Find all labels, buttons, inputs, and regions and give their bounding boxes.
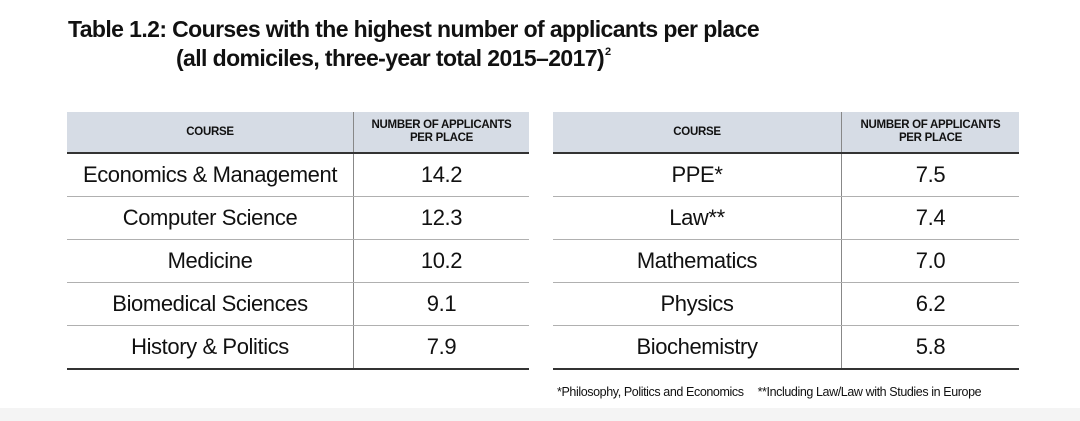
table-header-row: COURSE NUMBER OF APPLICANTS PER PLACE bbox=[67, 112, 529, 154]
table-row: Biomedical Sciences 9.1 bbox=[67, 282, 529, 326]
table-row: Physics 6.2 bbox=[553, 282, 1019, 326]
applicants-value-cell: 12.3 bbox=[353, 196, 529, 240]
column-header-course: COURSE bbox=[67, 112, 354, 154]
applicants-value-cell: 7.5 bbox=[841, 153, 1019, 197]
course-cell: PPE* bbox=[553, 153, 842, 197]
course-cell: Medicine bbox=[67, 239, 354, 283]
table-row: Medicine 10.2 bbox=[67, 239, 529, 283]
table-row: Computer Science 12.3 bbox=[67, 196, 529, 240]
table-row: Law** 7.4 bbox=[553, 196, 1019, 240]
applicants-value-cell: 7.0 bbox=[841, 239, 1019, 283]
course-cell: History & Politics bbox=[67, 325, 354, 370]
applicants-value-cell: 6.2 bbox=[841, 282, 1019, 326]
column-header-applicants: NUMBER OF APPLICANTS PER PLACE bbox=[841, 112, 1019, 154]
column-header-course: COURSE bbox=[553, 112, 842, 154]
column-header-applicants-line-2: PER PLACE bbox=[409, 132, 474, 144]
course-cell: Physics bbox=[553, 282, 842, 326]
course-cell: Mathematics bbox=[553, 239, 842, 283]
table-footnotes: *Philosophy, Politics and Economics **Inc… bbox=[557, 385, 982, 399]
course-cell: Economics & Management bbox=[67, 153, 354, 197]
column-header-applicants-line-2: PER PLACE bbox=[898, 132, 963, 144]
title-footnote-marker: 2 bbox=[605, 46, 611, 58]
table-subtitle: (all domiciles, three-year total 2015–20… bbox=[176, 45, 611, 72]
column-header-applicants-line-1: NUMBER OF APPLICANTS bbox=[860, 119, 1001, 131]
applicants-value-cell: 10.2 bbox=[353, 239, 529, 283]
table-title-line-2: (all domiciles, three-year total 2015–20… bbox=[176, 45, 605, 71]
table-row: PPE* 7.5 bbox=[553, 153, 1019, 197]
course-cell: Computer Science bbox=[67, 196, 354, 240]
course-cell: Biochemistry bbox=[553, 325, 842, 370]
table-title: Table 1.2: Courses with the highest numb… bbox=[68, 16, 760, 43]
column-header-applicants-line-1: NUMBER OF APPLICANTS bbox=[371, 119, 512, 131]
applicants-value-cell: 5.8 bbox=[841, 325, 1019, 370]
applicants-value-cell: 7.4 bbox=[841, 196, 1019, 240]
footnote-ppe: *Philosophy, Politics and Economics bbox=[557, 385, 744, 399]
table-row: History & Politics 7.9 bbox=[67, 325, 529, 370]
footnote-law: **Including Law/Law with Studies in Euro… bbox=[757, 385, 982, 399]
course-cell: Biomedical Sciences bbox=[67, 282, 354, 326]
course-cell: Law** bbox=[553, 196, 842, 240]
applicants-value-cell: 14.2 bbox=[353, 153, 529, 197]
table-row: Mathematics 7.0 bbox=[553, 239, 1019, 283]
table-header-row: COURSE NUMBER OF APPLICANTS PER PLACE bbox=[553, 112, 1019, 154]
left-courses-table: COURSE NUMBER OF APPLICANTS PER PLACE Ec… bbox=[67, 112, 529, 370]
right-courses-table: COURSE NUMBER OF APPLICANTS PER PLACE PP… bbox=[553, 112, 1019, 370]
table-row: Economics & Management 14.2 bbox=[67, 153, 529, 197]
column-header-applicants: NUMBER OF APPLICANTS PER PLACE bbox=[353, 112, 529, 154]
page-bottom-band bbox=[0, 408, 1080, 421]
table-title-line-1: Table 1.2: Courses with the highest numb… bbox=[68, 16, 760, 42]
applicants-value-cell: 7.9 bbox=[353, 325, 529, 370]
table-row: Biochemistry 5.8 bbox=[553, 325, 1019, 370]
applicants-value-cell: 9.1 bbox=[353, 282, 529, 326]
